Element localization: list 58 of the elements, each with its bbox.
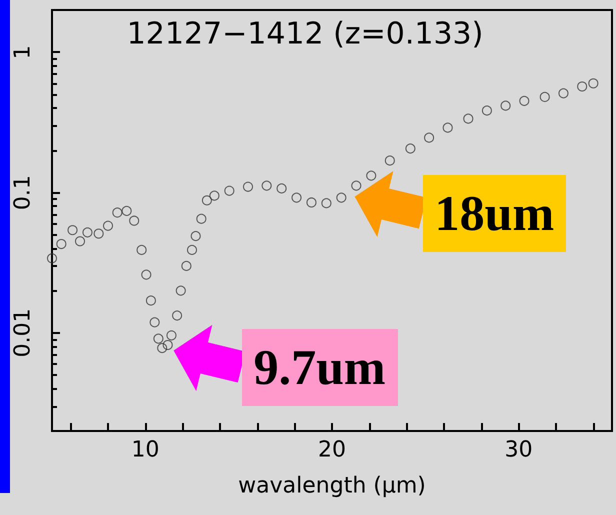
y-tick-label: 0.01 (10, 308, 36, 358)
x-axis-title: wavalength (μm) (238, 474, 426, 498)
x-tick-label: 20 (318, 438, 346, 462)
point (336, 192, 346, 203)
point (94, 228, 104, 239)
point (405, 144, 416, 154)
point (146, 296, 156, 306)
point (209, 190, 220, 201)
point (56, 239, 66, 250)
point (75, 236, 85, 246)
point (162, 340, 173, 350)
point (187, 244, 197, 255)
point (68, 225, 78, 236)
point (153, 334, 164, 344)
point (136, 244, 147, 255)
point (190, 231, 201, 242)
chart-title: 12127−1412 (z=0.133) (126, 16, 484, 52)
point (384, 156, 395, 166)
point (243, 182, 253, 192)
point (424, 132, 434, 143)
point (306, 197, 316, 208)
point (519, 96, 530, 106)
point (141, 270, 152, 280)
point (321, 198, 332, 208)
point (540, 92, 550, 102)
point (558, 88, 568, 98)
annotation: 9.7um (242, 328, 398, 406)
point (292, 192, 302, 203)
point (172, 310, 182, 321)
point (112, 208, 122, 218)
point (588, 78, 598, 88)
point (366, 170, 376, 181)
y-tick-label: 0.1 (10, 175, 36, 210)
point (463, 114, 474, 124)
point (47, 253, 57, 264)
point (442, 122, 453, 133)
point (482, 106, 492, 116)
point (276, 183, 287, 194)
x-tick-label: 30 (504, 438, 533, 462)
point (176, 286, 186, 296)
point (150, 317, 160, 328)
point (157, 343, 168, 354)
point (262, 180, 272, 191)
point (224, 186, 234, 196)
point (82, 227, 92, 238)
y-tick-label: 1 (10, 45, 36, 60)
point (196, 214, 206, 224)
x-tick-label: 10 (131, 438, 160, 462)
point (351, 180, 362, 191)
point (202, 195, 212, 206)
point (122, 206, 132, 216)
point (103, 220, 113, 231)
point (577, 82, 588, 92)
point (129, 216, 140, 226)
annotation: 18um (422, 174, 566, 252)
point (166, 330, 176, 340)
point (500, 100, 511, 111)
point (181, 260, 192, 271)
